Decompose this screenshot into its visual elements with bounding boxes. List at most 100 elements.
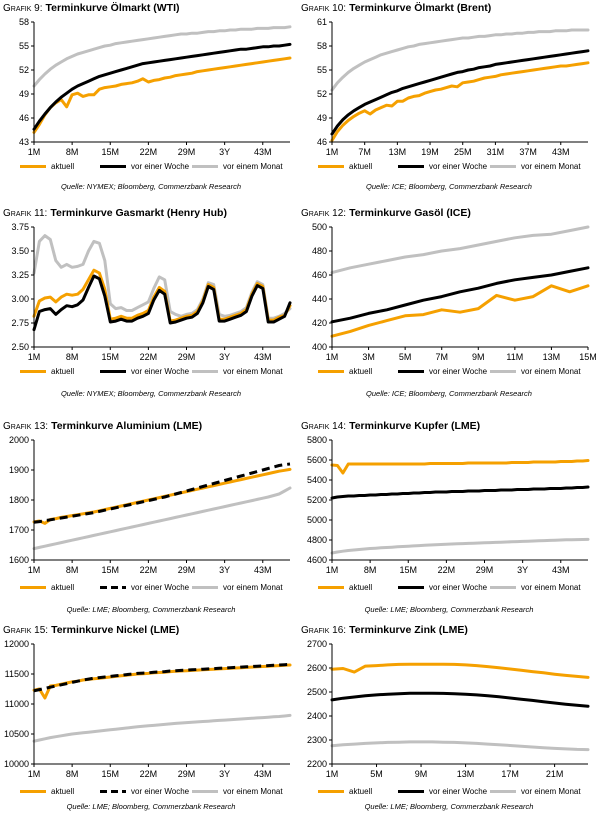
series-line-aktuell bbox=[32, 56, 292, 134]
legend-item-vor-woche: vor einer Woche bbox=[100, 162, 189, 171]
chart-panel-kupfer: Grafik 14: Terminkurve Kupfer (LME) 4600 4… bbox=[300, 420, 597, 622]
legend-item-vor-woche: vor einer Woche bbox=[100, 787, 189, 796]
y-tick-label: 10000 bbox=[4, 759, 29, 769]
chart-source: Quelle: NYMEX; Bloomberg, Commerzbank Re… bbox=[60, 389, 242, 398]
y-tick-label: 2600 bbox=[307, 663, 327, 673]
series-line-vor-woche bbox=[32, 274, 292, 332]
chart-wti: 43 46 49 52 55 58 1M 8M 15M 22M 29M 3Y 43M bbox=[19, 17, 292, 157]
x-tick-label: 8M bbox=[66, 352, 79, 362]
x-tick-label: 22M bbox=[438, 565, 456, 575]
chart-nickel: 10000 10500 11000 11500 12000 1M 8M 15M 22M 29M 3Y… bbox=[4, 639, 292, 779]
chart-title: Grafik 16: Terminkurve Zink (LME) bbox=[301, 624, 468, 636]
chart-title: Grafik 14: Terminkurve Kupfer (LME) bbox=[301, 420, 481, 432]
x-tick-label: 22M bbox=[140, 352, 158, 362]
x-tick-label: 9M bbox=[472, 352, 485, 362]
x-tick-label: 13M bbox=[543, 352, 561, 362]
chart-panel-nickel: Grafik 15: Terminkurve Nickel (LME) 10000… bbox=[2, 624, 300, 826]
chart-gasoel: 400 420 440 460 480 500 1M 3M 5M 7M 9M 11M 13M 15M bbox=[312, 222, 596, 362]
legend-item-vor-monat: vor einem Monat bbox=[490, 162, 581, 171]
y-tick-label: 4800 bbox=[307, 535, 327, 545]
y-tick-label: 58 bbox=[317, 41, 327, 51]
y-tick-label: 43 bbox=[19, 137, 29, 147]
y-tick-label: 52 bbox=[19, 65, 29, 75]
chart-legend: aktuell vor einer Woche vor einem Monat bbox=[16, 367, 298, 380]
y-tick-label: 440 bbox=[312, 294, 327, 304]
x-tick-label: 29M bbox=[178, 352, 196, 362]
legend-item-vor-woche: vor einer Woche bbox=[398, 583, 487, 592]
x-tick-label: 3Y bbox=[219, 352, 230, 362]
x-tick-label: 22M bbox=[140, 565, 158, 575]
chart-title: Grafik 13: Terminkurve Aluminium (LME) bbox=[3, 420, 203, 432]
x-tick-label: 37M bbox=[519, 147, 537, 157]
chart-panel-wti: Grafik 9: Terminkurve Ölmarkt (WTI) 43 46 4… bbox=[2, 2, 300, 204]
y-tick-label: 58 bbox=[19, 17, 29, 27]
series-line-vor-woche bbox=[33, 462, 291, 524]
chart-legend: aktuell vor einer Woche vor einem Monat bbox=[16, 787, 298, 800]
chart-aluminium: 1600 1700 1800 1900 2000 1M 8M 15M 22M 29M 3Y 43M bbox=[9, 435, 292, 575]
chart-title: Grafik 15: Terminkurve Nickel (LME) bbox=[3, 624, 180, 636]
x-tick-label: 3M bbox=[362, 352, 375, 362]
y-tick-label: 400 bbox=[312, 342, 327, 352]
chart-source: Quelle: ICE; Bloomberg, Commerzbank Rese… bbox=[366, 389, 532, 398]
series-line-aktuell bbox=[330, 284, 590, 338]
legend-item-aktuell: aktuell bbox=[318, 162, 372, 171]
chart-kupfer: 4600 4800 5000 5200 5400 5600 5800 1M 8M 15M 22M 29… bbox=[307, 435, 590, 575]
chart-legend: aktuell vor einer Woche vor einem Monat bbox=[314, 583, 596, 596]
x-tick-label: 1M bbox=[28, 352, 41, 362]
x-tick-label: 1M bbox=[326, 352, 339, 362]
legend-item-aktuell: aktuell bbox=[20, 162, 74, 171]
y-tick-label: 420 bbox=[312, 318, 327, 328]
series-line-vor-woche bbox=[330, 266, 590, 324]
series-line-vor-monat bbox=[330, 537, 590, 555]
chart-source: Quelle: NYMEX; Bloomberg, Commerzbank Re… bbox=[60, 182, 242, 191]
chart-legend: aktuell vor einer Woche vor einem Monat bbox=[16, 583, 298, 596]
x-tick-label: 15M bbox=[101, 352, 119, 362]
series-line-vor-woche bbox=[32, 42, 292, 131]
y-tick-label: 46 bbox=[317, 137, 327, 147]
legend-item-aktuell: aktuell bbox=[20, 787, 74, 796]
x-tick-label: 1M bbox=[28, 147, 41, 157]
x-tick-label: 7M bbox=[435, 352, 448, 362]
y-tick-label: 11000 bbox=[5, 699, 29, 709]
y-tick-label: 55 bbox=[317, 65, 327, 75]
legend-item-aktuell: aktuell bbox=[318, 583, 372, 592]
legend-item-vor-monat: vor einem Monat bbox=[192, 162, 283, 171]
y-tick-label: 1900 bbox=[9, 465, 29, 475]
x-tick-label: 43M bbox=[254, 147, 272, 157]
chart-source: Quelle: LME; Bloomberg, Commerzbank Rese… bbox=[66, 605, 236, 614]
series-line-aktuell bbox=[330, 459, 590, 475]
x-tick-label: 7M bbox=[358, 147, 371, 157]
x-tick-label: 3Y bbox=[517, 565, 528, 575]
chart-title: Grafik 9: Terminkurve Ölmarkt (WTI) bbox=[3, 2, 180, 14]
x-tick-label: 43M bbox=[552, 147, 570, 157]
x-tick-label: 8M bbox=[364, 565, 377, 575]
x-tick-label: 1M bbox=[326, 147, 339, 157]
x-tick-label: 11M bbox=[506, 352, 523, 362]
chart-panel-zink: Grafik 16: Terminkurve Zink (LME) 2200 230… bbox=[300, 624, 597, 826]
chart-legend: aktuell vor einer Woche vor einem Monat bbox=[314, 787, 596, 800]
chart-source: Quelle: LME; Bloomberg, Commerzbank Rese… bbox=[66, 802, 236, 811]
y-tick-label: 1800 bbox=[9, 495, 29, 505]
x-tick-label: 43M bbox=[254, 352, 272, 362]
y-tick-label: 480 bbox=[312, 246, 327, 256]
y-tick-label: 52 bbox=[317, 89, 327, 99]
legend-item-vor-monat: vor einem Monat bbox=[490, 787, 581, 796]
y-tick-label: 46 bbox=[19, 113, 29, 123]
legend-item-vor-woche: vor einer Woche bbox=[100, 583, 189, 592]
y-tick-label: 49 bbox=[19, 89, 29, 99]
chart-source: Quelle: ICE; Bloomberg, Commerzbank Rese… bbox=[366, 182, 532, 191]
chart-zink: 2200 2300 2400 2500 2600 2700 1M 5M 9M 13M 17M 21M bbox=[307, 639, 590, 779]
chart-legend: aktuell vor einer Woche vor einem Monat bbox=[314, 367, 596, 380]
chart-henry-hub: 2.50 2.75 3.00 3.25 3.50 3.75 1M 8M 15M 22M 29M 3Y 4… bbox=[11, 222, 292, 362]
legend-item-vor-woche: vor einer Woche bbox=[398, 787, 487, 796]
y-tick-label: 2700 bbox=[307, 639, 327, 649]
legend-item-vor-monat: vor einem Monat bbox=[490, 367, 581, 376]
x-tick-label: 29M bbox=[178, 147, 196, 157]
x-tick-label: 5M bbox=[399, 352, 412, 362]
y-tick-label: 3.75 bbox=[11, 222, 29, 232]
legend-item-vor-woche: vor einer Woche bbox=[100, 367, 189, 376]
x-tick-label: 5M bbox=[370, 769, 383, 779]
x-tick-label: 29M bbox=[178, 565, 196, 575]
x-tick-label: 17M bbox=[501, 769, 519, 779]
legend-item-vor-monat: vor einem Monat bbox=[192, 367, 283, 376]
